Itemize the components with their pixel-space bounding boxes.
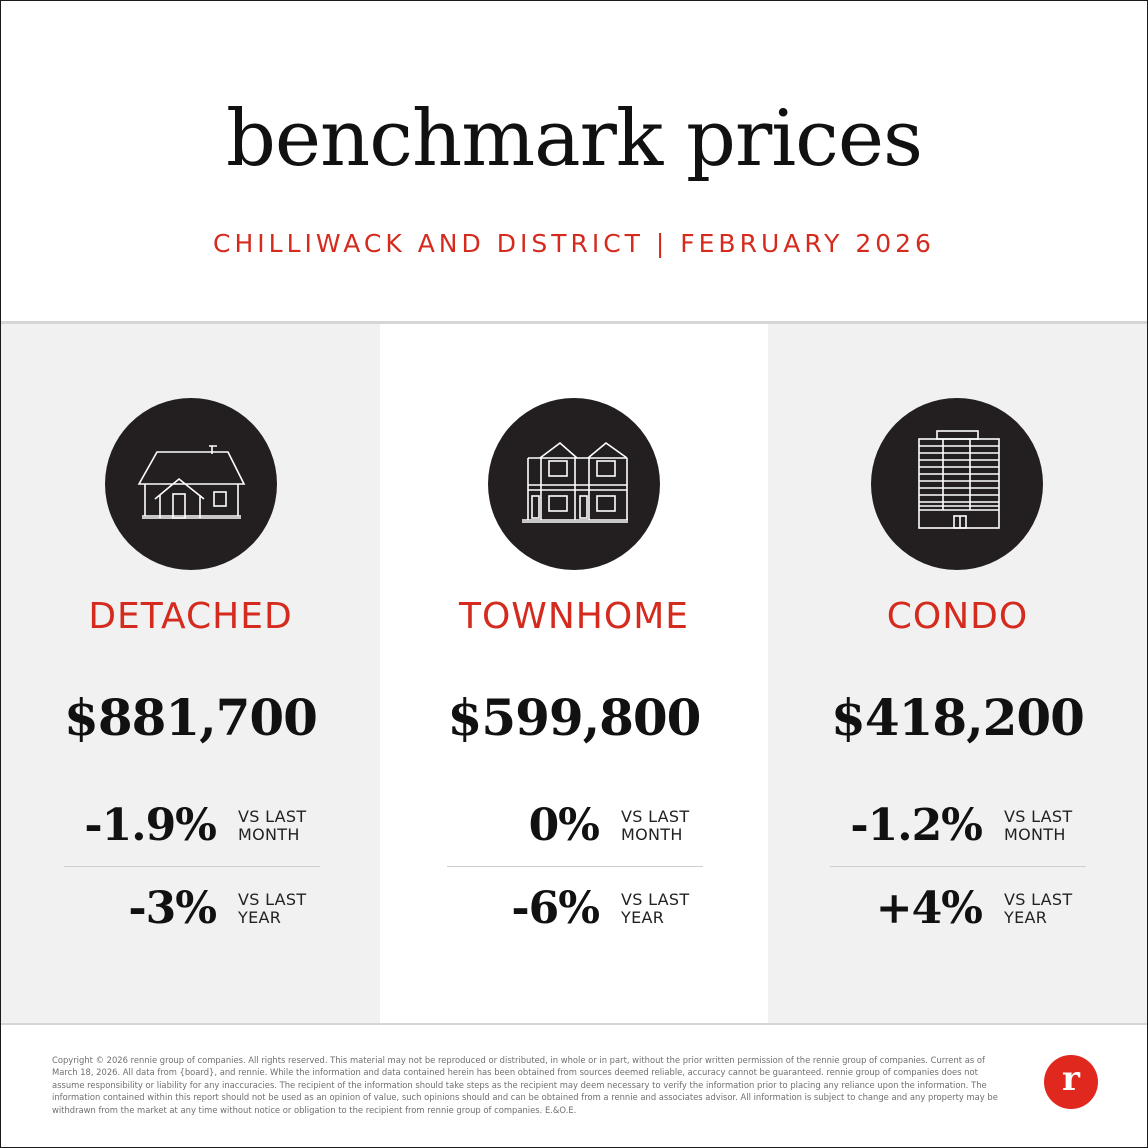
label-line: MONTH xyxy=(621,825,683,844)
benchmark-price: $881,700 xyxy=(64,688,318,747)
label-line: YEAR xyxy=(238,908,282,927)
year-change-label: VS LAST YEAR xyxy=(1004,891,1094,927)
label-line: MONTH xyxy=(1004,825,1066,844)
year-change-value: -3% xyxy=(128,883,217,934)
header: benchmark prices CHILLIWACK AND DISTRICT… xyxy=(1,1,1147,321)
detached-icon-circle xyxy=(105,398,277,570)
rennie-logo: r xyxy=(1044,1055,1098,1109)
benchmark-price: $599,800 xyxy=(447,688,702,747)
month-change-value: -1.9% xyxy=(84,800,217,851)
year-change-label: VS LAST YEAR xyxy=(621,891,711,927)
condo-panel: CONDO $418,200 -1.2% VS LAST MONTH +4% V… xyxy=(768,324,1147,1023)
page-subtitle: CHILLIWACK AND DISTRICT | FEBRUARY 2026 xyxy=(213,229,935,258)
month-change-row: 0% VS LAST MONTH xyxy=(447,796,703,856)
benchmark-price: $418,200 xyxy=(831,688,1085,747)
month-change-row: -1.9% VS LAST MONTH xyxy=(64,796,320,856)
label-line: YEAR xyxy=(1004,908,1048,927)
year-change-row: +4% VS LAST YEAR xyxy=(830,879,1086,939)
year-change-value: -6% xyxy=(511,883,600,934)
label-line: VS LAST xyxy=(1004,807,1073,826)
townhome-icon xyxy=(522,441,628,523)
townhome-panel: TOWNHOME $599,800 0% VS LAST MONTH -6% V… xyxy=(380,324,768,1023)
year-change-value: +4% xyxy=(875,883,983,934)
year-change-row: -3% VS LAST YEAR xyxy=(64,879,320,939)
footer: Copyright © 2026 rennie group of compani… xyxy=(1,1025,1147,1147)
header-divider xyxy=(1,321,1147,324)
condo-icon-circle xyxy=(871,398,1043,570)
footer-divider xyxy=(1,1023,1147,1025)
year-change-row: -6% VS LAST YEAR xyxy=(447,879,703,939)
label-line: VS LAST xyxy=(621,807,690,826)
copyright-disclaimer: Copyright © 2026 rennie group of compani… xyxy=(52,1055,998,1115)
month-change-label: VS LAST MONTH xyxy=(238,808,328,844)
property-type-label: CONDO xyxy=(886,596,1029,637)
page-title: benchmark prices xyxy=(225,94,923,184)
stat-divider xyxy=(64,866,320,867)
detached-house-icon xyxy=(137,445,246,519)
label-line: YEAR xyxy=(621,908,665,927)
label-line: VS LAST xyxy=(621,890,690,909)
label-line: VS LAST xyxy=(238,890,307,909)
stat-divider xyxy=(447,866,703,867)
townhome-icon-circle xyxy=(488,398,660,570)
property-type-label: DETACHED xyxy=(88,596,293,637)
label-line: MONTH xyxy=(238,825,300,844)
month-change-row: -1.2% VS LAST MONTH xyxy=(830,796,1086,856)
label-line: VS LAST xyxy=(238,807,307,826)
year-change-label: VS LAST YEAR xyxy=(238,891,328,927)
detached-panel: DETACHED $881,700 -1.9% VS LAST MONTH -3… xyxy=(1,324,380,1023)
month-change-label: VS LAST MONTH xyxy=(1004,808,1094,844)
stat-divider xyxy=(830,866,1086,867)
property-type-label: TOWNHOME xyxy=(458,596,690,637)
month-change-value: 0% xyxy=(528,800,600,851)
month-change-value: -1.2% xyxy=(850,800,983,851)
month-change-label: VS LAST MONTH xyxy=(621,808,711,844)
logo-letter: r xyxy=(1062,1059,1080,1099)
label-line: VS LAST xyxy=(1004,890,1073,909)
condo-building-icon xyxy=(918,430,1000,529)
